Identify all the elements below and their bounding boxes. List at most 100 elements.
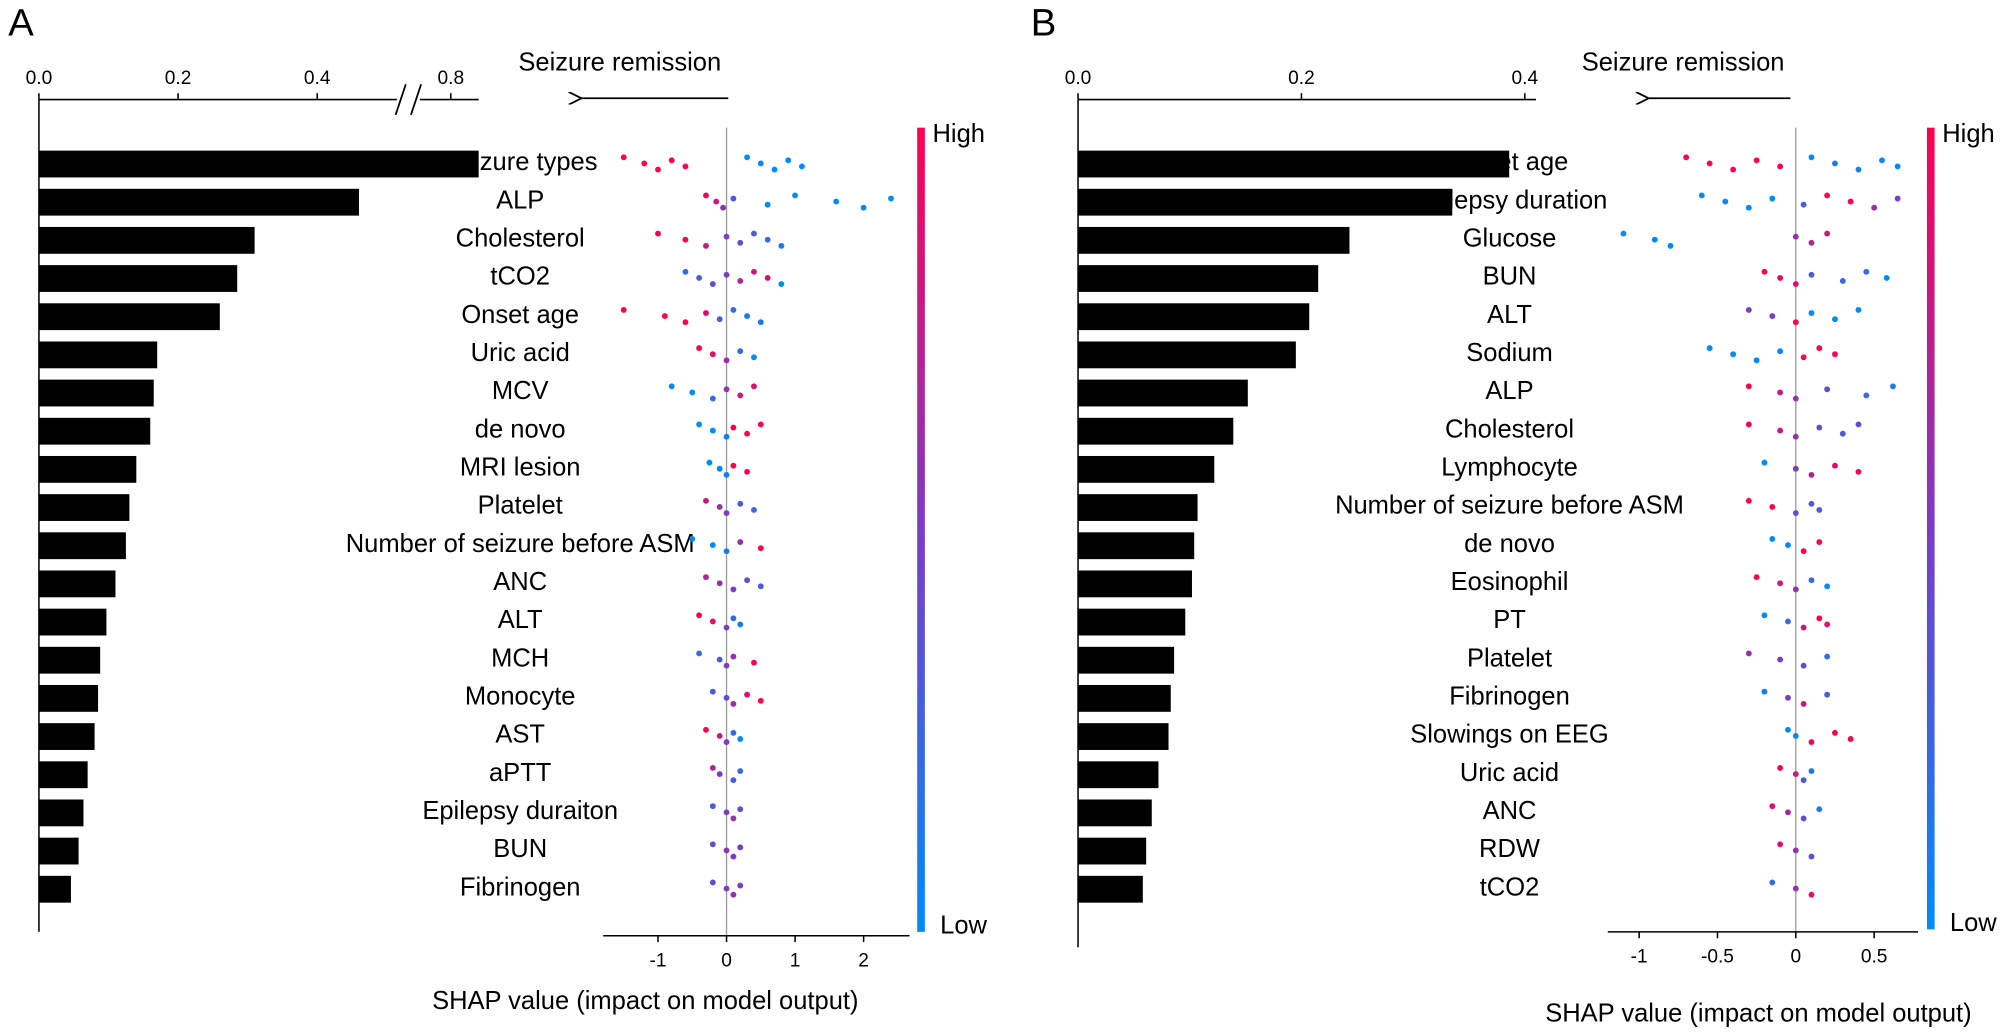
shap-dot [1777,348,1784,355]
shap-tick-label: -1 [1631,946,1648,967]
shap-dot [764,201,771,208]
feature-label: de novo [1464,530,1555,558]
shap-dot [1785,618,1791,625]
colorbar-low: Low [940,912,987,940]
feature-label: Uric acid [471,339,570,367]
shap-dot [1785,542,1791,549]
importance-bar [1078,379,1248,407]
shap-dot [1792,465,1799,472]
importance-bar [38,379,154,407]
shap-dot [1832,316,1838,323]
shap-dot [744,154,751,161]
importance-bar [38,455,137,483]
shap-dot [716,656,723,663]
x-tick-label: 0.4 [304,68,331,89]
shap-dot [696,612,703,619]
shap-dot [1894,163,1901,170]
shap-dot [668,157,675,164]
shap-dot [1667,242,1674,249]
importance-bar [38,417,151,445]
feature-label: Fibrinogen [1449,683,1570,711]
shap-dot [730,700,737,707]
shap-tick-label: 1 [790,950,801,971]
feature-label: ANC [493,568,547,596]
shap-dot [764,236,771,243]
shap-dot [1824,621,1831,628]
shap-dot [1761,268,1768,275]
feature-label: Epilepsy duraiton [422,797,618,825]
shap-dot [744,691,751,698]
shap-dot [764,274,771,281]
shap-dot [723,386,730,393]
feature-label: Epilepsy duration [1412,186,1608,214]
importance-bar [1078,341,1296,369]
shap-dot [1792,771,1799,778]
shap-axis-title: SHAP value (impact on model output) [1545,1000,1971,1028]
shap-dot [1839,430,1846,437]
importance-bar [38,837,79,865]
feature-label: Monocyte [465,683,576,711]
shap-dot [757,583,764,590]
panel-label: B [1031,2,1057,45]
importance-bar [38,150,479,178]
x-tick-label: 0.2 [1288,68,1315,89]
shap-dot [703,726,709,733]
shap-dot [751,230,757,237]
shap-dot [1792,319,1799,326]
shap-dot [737,768,744,774]
shap-dot [709,618,716,625]
importance-bar [1078,875,1143,903]
shap-dot [723,433,730,440]
importance-bar [38,570,116,598]
shap-dot [1816,345,1823,352]
panel-title: Seizure remission [518,49,721,77]
shap-dot [1890,383,1896,390]
feature-label: Platelet [478,492,563,520]
shap-dot [1792,885,1799,892]
shap-dot [737,882,744,889]
importance-bar [1078,150,1510,178]
shap-dot [716,316,723,323]
shap-dot [1824,230,1831,237]
shap-dot [751,268,757,275]
feature-label: Number of seizure before ASM [346,530,695,558]
importance-bar [38,303,220,331]
shap-dot [730,891,737,898]
shap-dot [723,739,730,745]
shap-dot [1808,239,1815,246]
importance-bar [38,494,130,521]
shap-dot [668,383,675,390]
shap-dot [723,357,730,364]
feature-label: PT [1493,606,1526,634]
shap-dot [1753,157,1760,164]
shap-dot [720,204,727,211]
shap-dot [744,577,751,584]
shap-dot [703,497,709,504]
shap-dot [1800,777,1807,784]
shap-dot [723,662,730,669]
importance-bar [38,341,158,369]
shap-dot [1816,539,1823,545]
shap-dot [655,166,661,173]
shap-dot [751,659,757,666]
shap-dot [730,195,737,202]
feature-label: Platelet [1467,644,1552,672]
feature-label: MRI lesion [460,453,581,481]
shap-tick-label: 0.5 [1861,946,1888,967]
shap-dot [792,192,799,199]
shap-dot [1832,160,1838,167]
shap-dot [1761,612,1768,619]
shap-dot [1883,274,1890,281]
shap-dot [1816,424,1823,431]
shap-tick-label: 0 [1790,946,1801,967]
shap-dot [1832,729,1838,736]
shap-dot [703,192,709,199]
colorbar-high: High [1942,120,1994,148]
shap-dot [888,195,894,202]
importance-bar [38,646,101,674]
shap-dot [1698,192,1705,199]
shap-dot [1800,201,1807,208]
feature-label: ALP [1485,377,1533,405]
shap-dot [737,844,744,851]
